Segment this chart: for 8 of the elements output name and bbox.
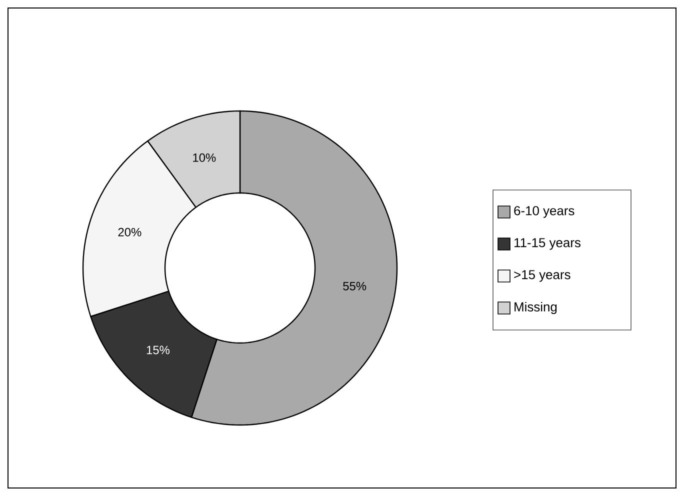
legend-label: >15 years bbox=[514, 270, 570, 282]
legend-label: 11-15 years bbox=[514, 238, 580, 250]
legend-label: Missing bbox=[514, 302, 557, 314]
data-label: 20% bbox=[118, 228, 142, 236]
data-label: 15% bbox=[146, 346, 170, 354]
legend-label: 6-10 years bbox=[514, 206, 574, 218]
data-label: 10% bbox=[193, 153, 216, 162]
data-label: 55% bbox=[343, 282, 366, 290]
